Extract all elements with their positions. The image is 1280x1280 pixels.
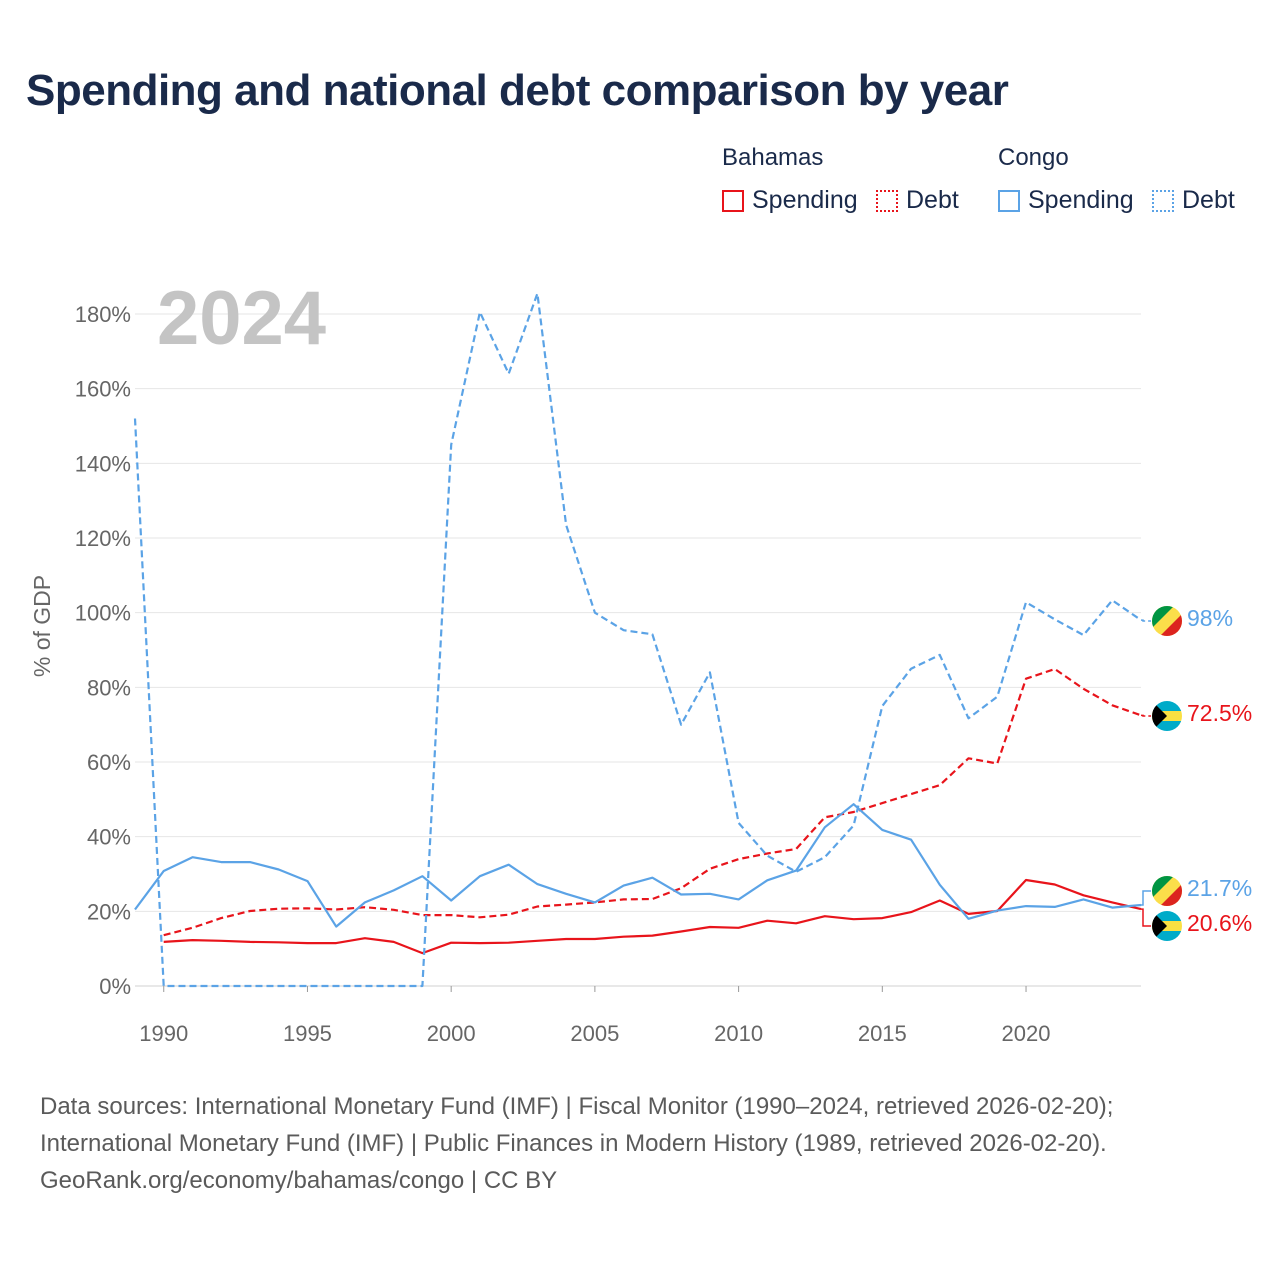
legend-swatch-solid-blue xyxy=(998,189,1020,212)
x-tick-label: 2000 xyxy=(427,1021,476,1046)
end-label-bahamas-spending: 20.6% xyxy=(1187,910,1252,936)
congo-flag-icon xyxy=(1152,606,1182,636)
x-axis-ticks: 1990 1995 2000 2005 2010 2015 2020 xyxy=(139,986,1051,1046)
bahamas-flag-icon xyxy=(1152,701,1182,731)
y-tick-label: 60% xyxy=(87,750,131,775)
legend-item-bahamas-spending[interactable]: Spending xyxy=(722,186,858,215)
source-line-2: International Monetary Fund (IMF) | Publ… xyxy=(40,1130,1107,1157)
end-label-connectors xyxy=(1141,619,1151,927)
y-tick-label: 180% xyxy=(75,302,131,327)
end-label-congo-debt: 98% xyxy=(1187,605,1233,631)
end-label-congo-spending: 21.7% xyxy=(1187,875,1252,901)
legend-swatch-dotted-blue xyxy=(1152,189,1174,212)
x-tick-label: 1995 xyxy=(283,1021,332,1046)
end-connector xyxy=(1141,890,1151,906)
legend-item-congo-debt[interactable]: Debt xyxy=(1152,186,1235,215)
y-axis-label: % of GDP xyxy=(29,575,55,677)
end-connector xyxy=(1141,619,1151,622)
y-tick-label: 140% xyxy=(75,451,131,476)
x-tick-label: 1990 xyxy=(139,1021,188,1046)
y-tick-label: 40% xyxy=(87,825,131,850)
chart-title: Spending and national debt comparison by… xyxy=(26,66,1009,115)
y-tick-label: 20% xyxy=(87,899,131,924)
congo-flag-icon xyxy=(1152,876,1182,906)
source-line-1: Data sources: International Monetary Fun… xyxy=(40,1093,1114,1120)
x-tick-label: 2015 xyxy=(858,1021,907,1046)
legend-swatch-dotted-red xyxy=(876,189,898,212)
y-tick-label: 0% xyxy=(99,974,131,999)
grid-lines xyxy=(135,313,1141,987)
x-tick-label: 2005 xyxy=(570,1021,619,1046)
legend-swatch-solid-red xyxy=(722,189,744,212)
series-line-bahamas-spending[interactable] xyxy=(163,878,1142,955)
source-line-3[interactable]: GeoRank.org/economy/bahamas/congo | CC B… xyxy=(40,1167,558,1194)
year-watermark: 2024 xyxy=(157,276,326,361)
legend-label: Debt xyxy=(1182,186,1235,214)
legend-label: Debt xyxy=(906,186,959,214)
bahamas-flag-icon xyxy=(1152,911,1182,941)
x-tick-label: 2010 xyxy=(714,1021,763,1046)
y-tick-label: 120% xyxy=(75,526,131,551)
legend-label: Spending xyxy=(752,186,858,214)
y-tick-label: 100% xyxy=(75,601,131,626)
legend-group-bahamas: Bahamas xyxy=(722,144,824,171)
series-line-bahamas-debt[interactable] xyxy=(163,667,1142,937)
legend-item-bahamas-debt[interactable]: Debt xyxy=(876,186,959,215)
legend-item-congo-spending[interactable]: Spending xyxy=(998,186,1134,215)
series-line-congo-debt[interactable] xyxy=(133,292,1142,988)
y-tick-label: 80% xyxy=(87,675,131,700)
end-connector xyxy=(1141,908,1151,927)
data-source-note: Data sources: International Monetary Fun… xyxy=(40,1088,1113,1199)
legend-group-congo: Congo xyxy=(998,144,1069,171)
series-lines xyxy=(133,292,1142,988)
series-line-congo-spending[interactable] xyxy=(134,803,1142,928)
x-tick-label: 2020 xyxy=(1002,1021,1051,1046)
end-connector xyxy=(1141,714,1151,717)
y-tick-label: 160% xyxy=(75,377,131,402)
y-axis-ticks: 0% 20% 40% 60% 80% 100% 120% 140% 160% 180% xyxy=(75,302,131,999)
end-label-bahamas-debt: 72.5% xyxy=(1187,700,1252,726)
legend-label: Spending xyxy=(1028,186,1134,214)
